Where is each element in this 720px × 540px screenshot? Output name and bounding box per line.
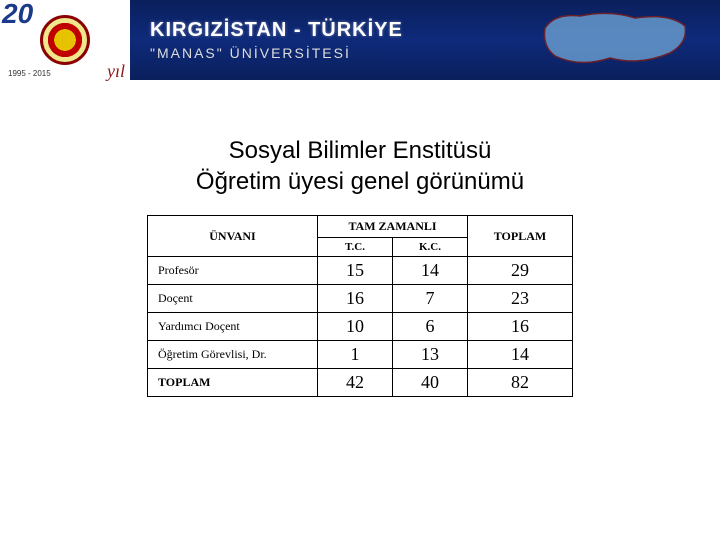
logo-20: 20 [2, 0, 33, 30]
slide-title: Sosyal Bilimler Enstitüsü Öğretim üyesi … [0, 135, 720, 197]
total-label: TOPLAM [148, 369, 318, 397]
total-toplam: 82 [468, 369, 573, 397]
table-row: Öğretim Görevlisi, Dr. 1 13 14 [148, 341, 573, 369]
logo-area: 20 yıl 1995 - 2015 [0, 0, 130, 80]
title-line1: Sosyal Bilimler Enstitüsü [0, 135, 720, 166]
banner-stripe: KIRGIZİSTAN - TÜRKİYE "MANAS" ÜNİVERSİTE… [130, 0, 720, 80]
row-label: Öğretim Görevlisi, Dr. [148, 341, 318, 369]
table-header-row: ÜNVANI TAM ZAMANLI TOPLAM [148, 216, 573, 238]
faculty-table: ÜNVANI TAM ZAMANLI TOPLAM T.C. K.C. Prof… [147, 215, 573, 397]
cell-kc: 13 [393, 341, 468, 369]
title-line2: Öğretim üyesi genel görünümü [0, 166, 720, 197]
header-tc: T.C. [318, 238, 393, 257]
total-tc: 42 [318, 369, 393, 397]
header-unvani: ÜNVANI [148, 216, 318, 257]
logo-years: 1995 - 2015 [8, 69, 51, 78]
row-label: Profesör [148, 257, 318, 285]
header-tam-zamanli: TAM ZAMANLI [318, 216, 468, 238]
header-toplam: TOPLAM [468, 216, 573, 257]
map-icon [540, 8, 690, 73]
cell-toplam: 16 [468, 313, 573, 341]
cell-tc: 1 [318, 341, 393, 369]
cell-kc: 14 [393, 257, 468, 285]
header-kc: K.C. [393, 238, 468, 257]
cell-toplam: 23 [468, 285, 573, 313]
logo-yil: yıl [107, 61, 125, 82]
table-container: ÜNVANI TAM ZAMANLI TOPLAM T.C. K.C. Prof… [0, 215, 720, 397]
cell-tc: 10 [318, 313, 393, 341]
cell-tc: 16 [318, 285, 393, 313]
cell-tc: 15 [318, 257, 393, 285]
total-kc: 40 [393, 369, 468, 397]
uni-line1: KIRGIZİSTAN - TÜRKİYE [150, 19, 403, 42]
table-total-row: TOPLAM 42 40 82 [148, 369, 573, 397]
cell-kc: 6 [393, 313, 468, 341]
row-label: Doçent [148, 285, 318, 313]
logo-emblem [40, 15, 90, 65]
uni-line2: "MANAS" ÜNİVERSİTESİ [150, 45, 403, 61]
cell-kc: 7 [393, 285, 468, 313]
cell-toplam: 14 [468, 341, 573, 369]
table-row: Doçent 16 7 23 [148, 285, 573, 313]
row-label: Yardımcı Doçent [148, 313, 318, 341]
cell-toplam: 29 [468, 257, 573, 285]
table-row: Yardımcı Doçent 10 6 16 [148, 313, 573, 341]
header-banner: 20 yıl 1995 - 2015 KIRGIZİSTAN - TÜRKİYE… [0, 0, 720, 80]
uni-name-block: KIRGIZİSTAN - TÜRKİYE "MANAS" ÜNİVERSİTE… [150, 19, 403, 61]
table-row: Profesör 15 14 29 [148, 257, 573, 285]
